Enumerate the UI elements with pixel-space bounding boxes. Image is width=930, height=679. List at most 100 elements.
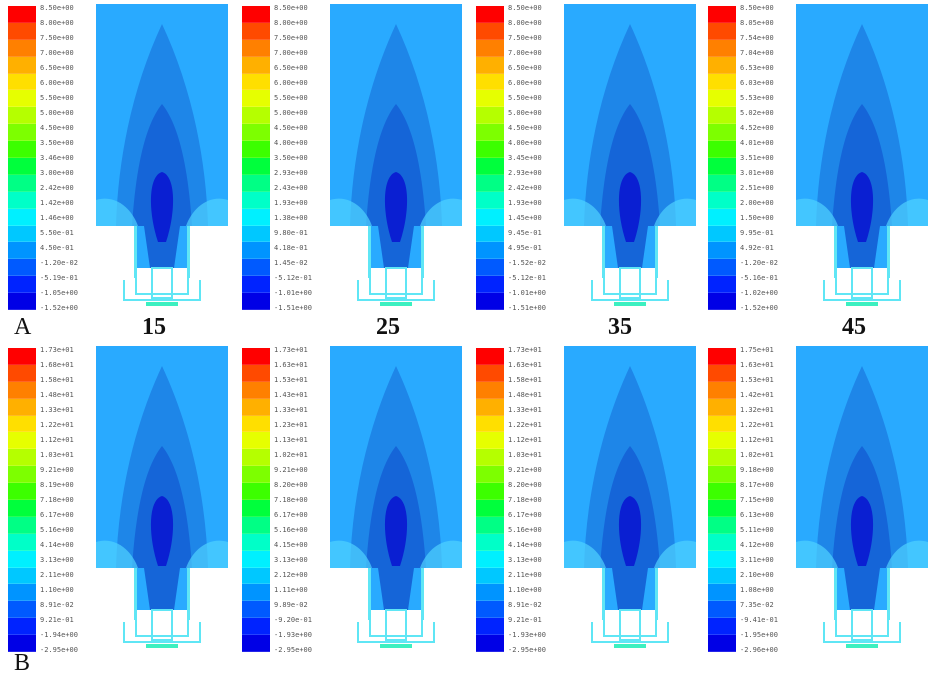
color-swatch [708,516,736,534]
velocity-core [850,496,874,566]
velocity-core [618,172,642,242]
tick-label: 8.91e-02 [508,601,542,609]
color-swatch [476,293,504,311]
tick-label: 6.50e+00 [40,64,74,72]
tick-label: 6.53e+00 [740,64,774,72]
base-cup [123,280,201,301]
color-swatch [242,191,270,209]
tick-label: -1.51e+00 [274,304,312,312]
nozzle-wall-right [655,226,658,278]
tick-label: 4.01e+00 [740,139,774,147]
color-swatch [708,348,736,365]
tick-label: 5.50e+00 [508,94,542,102]
base-plate [846,302,878,306]
tick-labels: 8.50e+00 8.00e+00 7.50e+00 7.00e+00 6.50e+00… [40,2,100,314]
tick-label: 7.00e+00 [508,49,542,57]
tick-label: 5.50e+00 [40,94,74,102]
color-swatch [476,225,504,243]
color-swatch [242,242,270,260]
tick-label: 1.43e+01 [274,391,308,399]
tick-label: -5.12e-01 [274,274,312,282]
base-cup [823,280,901,301]
panel-a25: 8.50e+00 8.00e+00 7.50e+00 7.00e+00 6.50e+00… [234,0,466,330]
inner-cup [369,610,423,637]
tick-label: 4.18e-01 [274,244,308,252]
nozzle-wall-left [134,226,137,278]
color-swatch [476,242,504,260]
tick-label: 8.20e+00 [274,481,308,489]
color-swatch [476,364,504,382]
tick-label: 1.42e+00 [40,199,74,207]
tick-label: 3.45e+00 [508,154,542,162]
tick-label: 2.11e+00 [508,571,542,579]
tick-label: 1.12e+01 [40,436,74,444]
color-swatch [242,141,270,159]
velocity-core [384,172,408,242]
base-cup [357,280,435,301]
tick-label: 1.10e+00 [508,586,542,594]
neck-inner [144,568,180,610]
color-swatch [242,158,270,175]
color-swatch [242,90,270,108]
color-swatch [8,293,36,311]
color-swatch [242,567,270,585]
velocity-core [384,496,408,566]
color-scale-bar [8,6,36,311]
tick-label: 3.00e+00 [40,169,74,177]
tick-label: 8.17e+00 [740,481,774,489]
color-swatch [242,398,270,416]
tick-label: 1.53e+01 [740,376,774,384]
inlet-pipe [619,609,641,641]
tick-label: 1.93e+00 [274,199,308,207]
column-label-35: 35 [608,314,632,340]
plume-inner [132,104,192,226]
tick-label: 6.13e+00 [740,511,774,519]
column-label-25: 25 [376,314,400,340]
color-swatch [476,259,504,277]
inner-cup [835,268,889,295]
tick-label: -5.12e-01 [508,274,546,282]
panel-a35: 8.50e+00 8.00e+00 7.50e+00 7.00e+00 6.50e+00… [468,0,700,330]
tick-label: 4.50e-01 [40,244,74,252]
base-plate [614,302,646,306]
color-swatch [708,432,736,450]
color-swatch [708,39,736,57]
edge-band-right [186,540,228,568]
color-swatch [476,6,504,23]
nozzle-wall-right [187,226,190,278]
color-swatch [242,381,270,399]
tick-label: 1.93e+00 [508,199,542,207]
tick-label: 4.92e-01 [740,244,774,252]
tick-label: 9.18e+00 [740,466,774,474]
contour-plot [564,4,696,306]
edge-band-left [96,540,138,568]
neck-inner [378,226,414,268]
tick-label: 1.03e+01 [508,451,542,459]
color-swatch [242,584,270,602]
tick-label: 1.68e+01 [40,361,74,369]
tick-label: 6.17e+00 [508,511,542,519]
color-swatch [476,618,504,636]
tick-label: 1.63e+01 [508,361,542,369]
color-swatch [476,56,504,74]
color-swatch [476,432,504,450]
tick-label: 1.48e+01 [508,391,542,399]
contour-plot [330,4,462,306]
tick-label: -1.94e+00 [40,631,78,639]
tick-label: 1.02e+01 [740,451,774,459]
tick-label: 1.08e+00 [740,586,774,594]
tick-label: 6.17e+00 [274,511,308,519]
inlet-pipe [851,267,873,299]
tick-label: 6.50e+00 [274,64,308,72]
tick-label: 7.00e+00 [40,49,74,57]
color-swatch [8,618,36,636]
color-swatch [242,415,270,433]
color-swatch [476,415,504,433]
color-swatch [242,276,270,294]
tick-label: 8.00e+00 [274,19,308,27]
color-swatch [708,293,736,311]
tick-label: 8.50e+00 [508,4,542,12]
color-swatch [708,174,736,192]
color-swatch [708,141,736,159]
inner-cup [603,610,657,637]
